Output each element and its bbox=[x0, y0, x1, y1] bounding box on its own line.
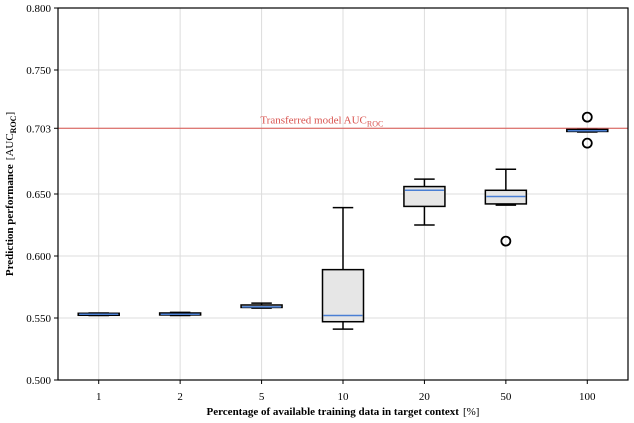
y-axis-title-unit-sub: ROC bbox=[9, 115, 18, 133]
x-tick-label: 2 bbox=[177, 391, 183, 403]
reference-layer: Transferred model AUCROC bbox=[58, 114, 628, 129]
box-100 bbox=[566, 111, 609, 149]
y-axis-title-unit-close: ] bbox=[4, 112, 16, 116]
box-10 bbox=[321, 206, 365, 330]
y-tick-label: 0.500 bbox=[26, 375, 51, 387]
y-tick-label: 0.703 bbox=[26, 123, 51, 135]
x-axis-title-text: Percentage of available training data in… bbox=[207, 406, 460, 418]
y-tick-label: 0.750 bbox=[26, 65, 51, 77]
y-tick-label: 0.650 bbox=[26, 189, 51, 201]
box-20 bbox=[403, 178, 446, 226]
x-tick-label: 20 bbox=[419, 391, 431, 403]
reference-label-sub: ROC bbox=[367, 119, 383, 128]
x-axis-ticks: 1 2 5 10 20 50 100 bbox=[96, 380, 596, 403]
y-axis-ticks: 0.500 0.550 0.600 0.650 0.703 0.750 0.800 bbox=[26, 3, 58, 387]
y-tick-label: 0.600 bbox=[26, 251, 51, 263]
reference-label-main: Transferred model AUC bbox=[260, 114, 367, 126]
x-tick-label: 50 bbox=[500, 391, 512, 403]
outlier-point bbox=[500, 235, 512, 247]
y-tick-label: 0.550 bbox=[26, 313, 51, 325]
x-tick-label: 10 bbox=[338, 391, 350, 403]
reference-line-label: Transferred model AUCROC bbox=[260, 114, 383, 128]
x-axis-title-unit: [%] bbox=[463, 406, 480, 418]
x-tick-label: 1 bbox=[96, 391, 102, 403]
outlier-point bbox=[581, 137, 593, 149]
box-50 bbox=[484, 168, 528, 247]
boxes-layer bbox=[77, 111, 609, 330]
box-2 bbox=[158, 311, 202, 317]
outlier-point bbox=[581, 111, 593, 123]
box-1 bbox=[77, 312, 120, 317]
x-axis-title: Percentage of available training data in… bbox=[207, 406, 480, 418]
y-tick-label: 0.800 bbox=[26, 3, 51, 15]
y-axis-title: Prediction performance [AUCROC] bbox=[4, 112, 18, 276]
y-axis-title-unit-open: [AUC bbox=[4, 133, 16, 160]
x-tick-label: 100 bbox=[579, 391, 596, 403]
y-axis-title-text: Prediction performance bbox=[4, 164, 16, 276]
box-5 bbox=[240, 302, 283, 309]
box-body bbox=[403, 185, 446, 208]
x-tick-label: 5 bbox=[259, 391, 265, 403]
box-body bbox=[321, 268, 365, 323]
